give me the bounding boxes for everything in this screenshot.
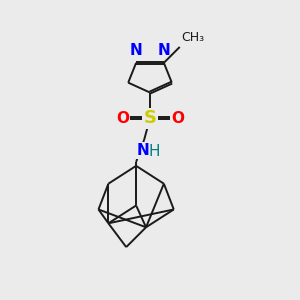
Text: N: N bbox=[137, 143, 149, 158]
Text: N: N bbox=[130, 43, 142, 58]
Text: CH₃: CH₃ bbox=[182, 31, 205, 44]
Text: N: N bbox=[158, 43, 170, 58]
Text: H: H bbox=[148, 144, 160, 159]
Text: S: S bbox=[143, 109, 157, 127]
Text: O: O bbox=[171, 111, 184, 126]
Text: O: O bbox=[116, 111, 129, 126]
